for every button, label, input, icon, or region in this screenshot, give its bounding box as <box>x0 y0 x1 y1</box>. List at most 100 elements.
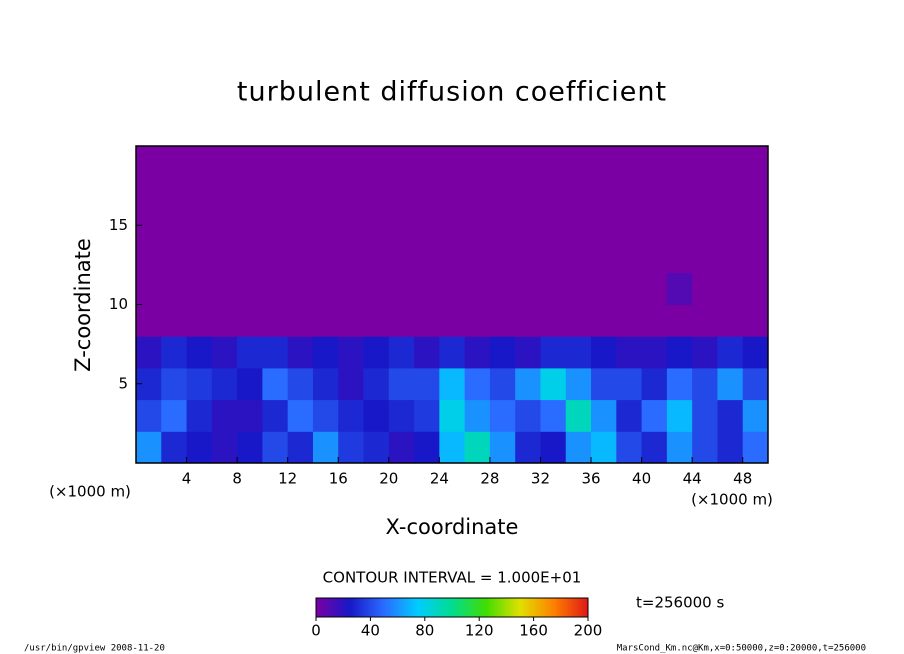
heatmap-cell <box>742 146 768 179</box>
heatmap-cell <box>388 431 415 463</box>
y-tick-label: 10 <box>109 295 128 313</box>
heatmap-cell <box>641 272 668 305</box>
heatmap-cell <box>312 272 339 305</box>
heatmap-cell <box>136 431 162 463</box>
heatmap-cell <box>692 304 718 337</box>
heatmap-cell <box>237 146 263 179</box>
heatmap-cell <box>565 304 592 337</box>
heatmap-cell <box>287 209 314 242</box>
heatmap-cell <box>338 177 365 210</box>
heatmap-cell <box>540 177 567 210</box>
heatmap-cell <box>287 304 314 337</box>
heatmap-cell <box>565 177 592 210</box>
heatmap-cell <box>363 304 390 337</box>
heatmap-cell <box>616 367 643 401</box>
heatmap-cell <box>692 336 718 369</box>
heatmap-cell <box>388 399 415 432</box>
heatmap-cell <box>666 304 693 337</box>
heatmap-cell <box>262 304 289 337</box>
heatmap-cell <box>565 241 592 274</box>
heatmap-cell <box>262 209 289 242</box>
heatmap-cell <box>666 431 693 463</box>
heatmap-cell <box>540 209 567 242</box>
heatmap-cell <box>262 399 289 432</box>
contour-interval: CONTOUR INTERVAL = 1.000E+01 <box>323 569 582 587</box>
heatmap-cell <box>161 367 188 401</box>
heatmap-cell <box>439 177 466 210</box>
heatmap-cell <box>515 304 541 337</box>
heatmap-cell <box>439 399 466 432</box>
heatmap-cell <box>287 399 314 432</box>
heatmap-cell <box>717 272 744 305</box>
heatmap-cell <box>515 272 541 305</box>
heatmap-cell <box>565 431 592 463</box>
x-tick-label: 8 <box>232 470 242 488</box>
heatmap-cell <box>692 146 718 179</box>
x-tick-label: 44 <box>683 470 702 488</box>
heatmap-cell <box>616 209 643 242</box>
heatmap-cell <box>312 431 339 463</box>
x-tick-label: 4 <box>182 470 192 488</box>
heatmap-cell <box>287 146 314 179</box>
heatmap-cell <box>717 209 744 242</box>
x-tick-label: 36 <box>581 470 600 488</box>
heatmap-cell <box>388 146 415 179</box>
heatmap-cell <box>439 304 466 337</box>
heatmap-cell <box>464 241 491 274</box>
heatmap-cell <box>641 304 668 337</box>
heatmap-cell <box>136 336 162 369</box>
heatmap-cell <box>515 336 541 369</box>
heatmap-cell <box>641 241 668 274</box>
x-tick-label: 16 <box>329 470 348 488</box>
colorbar-tick-label: 80 <box>415 622 434 640</box>
heatmap-cell <box>692 367 718 401</box>
heatmap-cell <box>161 431 188 463</box>
heatmap-cell <box>414 336 440 369</box>
heatmap-cell <box>591 272 617 305</box>
heatmap-cell <box>489 399 516 432</box>
heatmap-cell <box>489 367 516 401</box>
heatmap-cell <box>666 399 693 432</box>
heatmap-cell <box>717 399 744 432</box>
heatmap-cell <box>641 146 668 179</box>
x-axis-label: X-coordinate <box>386 515 519 539</box>
heatmap-cell <box>211 241 238 274</box>
heatmap-cell <box>515 399 541 432</box>
heatmap-cell <box>161 177 188 210</box>
heatmap-cell <box>464 304 491 337</box>
heatmap-cell <box>591 367 617 401</box>
heatmap-cell <box>211 367 238 401</box>
heatmap-cell <box>136 399 162 432</box>
heatmap-cell <box>262 241 289 274</box>
heatmap-cell <box>237 209 263 242</box>
heatmap-cell <box>186 146 213 179</box>
x-tick-label: 40 <box>632 470 651 488</box>
y-unit: (×1000 m) <box>49 483 131 501</box>
heatmap-cell <box>742 177 768 210</box>
heatmap-cell <box>186 241 213 274</box>
heatmap-cell <box>641 367 668 401</box>
heatmap-cell <box>489 304 516 337</box>
heatmap-cell <box>515 146 541 179</box>
heatmap-cell <box>414 399 440 432</box>
heatmap-cell <box>237 304 263 337</box>
x-tick-label: 24 <box>430 470 449 488</box>
heatmap-cell <box>464 399 491 432</box>
x-tick-label: 28 <box>480 470 499 488</box>
heatmap-cell <box>666 336 693 369</box>
heatmap-cell <box>388 336 415 369</box>
heatmap-cell <box>464 367 491 401</box>
heatmap-cell <box>388 241 415 274</box>
heatmap-cell <box>464 431 491 463</box>
heatmap-cell <box>591 209 617 242</box>
heatmap-cell <box>692 241 718 274</box>
heatmap-cell <box>136 272 162 305</box>
heatmap-cell <box>363 399 390 432</box>
heatmap-cell <box>136 304 162 337</box>
heatmap-cell <box>388 177 415 210</box>
heatmap-cell <box>186 272 213 305</box>
heatmap-cell <box>666 146 693 179</box>
heatmap-cell <box>515 367 541 401</box>
heatmap-cell <box>161 272 188 305</box>
heatmap-cell <box>489 209 516 242</box>
